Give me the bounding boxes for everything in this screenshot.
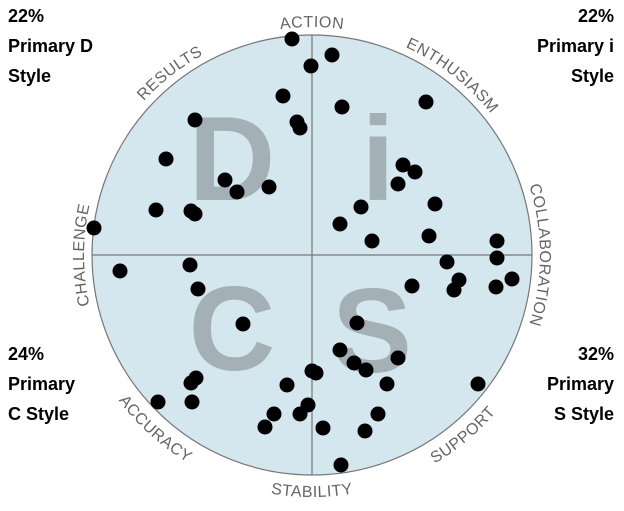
quadrant-label: Primary: [547, 374, 614, 394]
data-point: [229, 184, 245, 200]
data-point: [292, 406, 308, 422]
data-point: [421, 228, 437, 244]
data-point: [427, 196, 443, 212]
quadrant-letter: S: [332, 264, 412, 398]
data-point: [292, 120, 308, 136]
quadrant-label: Style: [571, 66, 614, 86]
data-point: [261, 179, 277, 195]
data-point: [407, 164, 423, 180]
data-point: [275, 88, 291, 104]
quadrant-label: Primary D: [8, 36, 93, 56]
data-point: [504, 271, 520, 287]
rim-label: CHALLENGE: [71, 202, 94, 308]
data-point: [358, 362, 374, 378]
data-point: [257, 419, 273, 435]
data-point: [364, 233, 380, 249]
data-point: [266, 406, 282, 422]
data-point: [370, 406, 386, 422]
data-point: [187, 206, 203, 222]
quadrant-percent: 22%: [578, 6, 614, 26]
data-point: [489, 250, 505, 266]
data-point: [349, 315, 365, 331]
data-point: [279, 377, 295, 393]
data-point: [333, 457, 349, 473]
data-point: [187, 112, 203, 128]
data-point: [395, 157, 411, 173]
rim-label: ACTION: [279, 14, 345, 33]
data-point: [324, 47, 340, 63]
quadrant-label: Primary i: [537, 36, 614, 56]
data-point: [315, 420, 331, 436]
data-point: [284, 31, 300, 47]
quadrant-letter: D: [189, 92, 276, 226]
data-point: [86, 220, 102, 236]
rim-label-text: CHALLENGE: [71, 202, 93, 308]
data-point: [112, 263, 128, 279]
data-point: [404, 278, 420, 294]
data-point: [217, 172, 233, 188]
quadrant-label: Style: [8, 66, 51, 86]
quadrant-label: Primary: [8, 374, 75, 394]
data-point: [390, 176, 406, 192]
quadrant-percent: 32%: [578, 344, 614, 364]
data-point: [346, 355, 362, 371]
rim-label-text: STABILITY: [270, 481, 354, 501]
data-point: [357, 423, 373, 439]
rim-label: STABILITY: [270, 481, 354, 501]
data-point: [418, 94, 434, 110]
data-point: [183, 375, 199, 391]
data-point: [303, 58, 319, 74]
data-point: [235, 316, 251, 332]
quadrant-percent: 22%: [8, 6, 44, 26]
quadrant-label: C Style: [8, 404, 69, 424]
data-point: [308, 365, 324, 381]
data-point: [353, 199, 369, 215]
data-point: [488, 279, 504, 295]
data-point: [190, 281, 206, 297]
data-point: [439, 254, 455, 270]
data-point: [470, 376, 486, 392]
data-point: [334, 99, 350, 115]
data-point: [446, 282, 462, 298]
data-point: [379, 376, 395, 392]
data-point: [148, 202, 164, 218]
data-point: [184, 394, 200, 410]
data-point: [390, 350, 406, 366]
rim-label-text: ACTION: [279, 14, 345, 33]
data-point: [332, 216, 348, 232]
data-point: [150, 394, 166, 410]
data-point: [158, 151, 174, 167]
quadrant-label: S Style: [554, 404, 614, 424]
data-point: [489, 233, 505, 249]
quadrant-percent: 24%: [8, 344, 44, 364]
data-point: [332, 342, 348, 358]
data-point: [182, 257, 198, 273]
